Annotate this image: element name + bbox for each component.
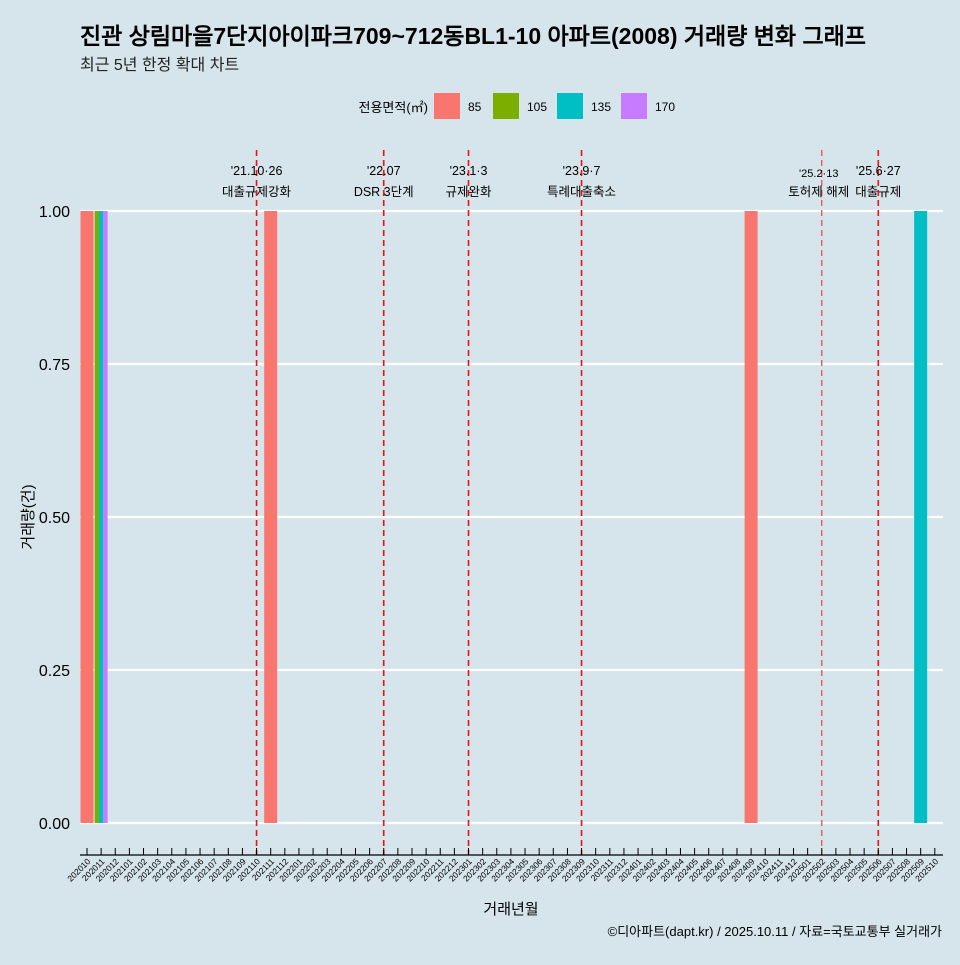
legend-swatch-105 bbox=[493, 93, 519, 119]
bar-202011-170 bbox=[103, 211, 108, 823]
y-tick-label: 0.25 bbox=[39, 663, 70, 680]
bar-202509-135 bbox=[914, 211, 928, 823]
event-label: 토허제 해제 bbox=[788, 185, 849, 199]
chart-subtitle: 최근 5년 한정 확대 차트 bbox=[80, 56, 239, 74]
legend-label-105: 105 bbox=[527, 100, 547, 114]
legend-label-85: 85 bbox=[468, 100, 482, 114]
bar-202111-85 bbox=[264, 211, 278, 823]
bar-202011-135 bbox=[98, 211, 104, 823]
x-axis: 2020102020112020122021012021022021032021… bbox=[65, 848, 943, 883]
legend-swatch-85 bbox=[434, 93, 460, 119]
event-lines: '21.10·26 대출규제강화 '22.07 DSR 3단계 '23.1·3 규제완화 '… bbox=[222, 150, 901, 855]
event-label: DSR 3단계 bbox=[354, 185, 414, 199]
legend-label-170: 170 bbox=[655, 100, 675, 114]
event-date: '25.6·27 bbox=[856, 164, 901, 178]
legend-label-135: 135 bbox=[591, 100, 611, 114]
bar-202010-85 bbox=[80, 211, 94, 823]
legend-title: 전용면적(㎡) bbox=[359, 100, 429, 115]
chart-title: 진관 상림마을7단지아이파크709~712동BL1-10 아파트(2008) 거… bbox=[80, 23, 866, 49]
caption: ©디아파트(dapt.kr) / 2025.10.11 / 자료=국토교통부 실… bbox=[608, 924, 942, 939]
bar-202011-105 bbox=[94, 211, 99, 823]
event-label: 특례대출축소 bbox=[547, 185, 616, 199]
legend-swatch-135 bbox=[557, 93, 583, 119]
y-axis-label: 거래량(건) bbox=[20, 484, 37, 549]
x-axis-label: 거래년월 bbox=[483, 901, 538, 918]
event-date: '21.10·26 bbox=[231, 164, 283, 178]
event-date: '22.07 bbox=[367, 164, 401, 178]
y-tick-label: 0.50 bbox=[39, 510, 70, 527]
grid bbox=[80, 209, 943, 825]
y-axis: 0.00 0.25 0.50 0.75 1.00 bbox=[39, 204, 70, 833]
bar-202409-85 bbox=[744, 211, 758, 823]
y-tick-label: 0.00 bbox=[39, 816, 70, 833]
y-tick-label: 0.75 bbox=[39, 357, 70, 374]
event-date: '23.1·3 bbox=[450, 164, 488, 178]
event-label: 대출규제 bbox=[855, 185, 901, 199]
bars bbox=[80, 211, 928, 823]
y-tick-label: 1.00 bbox=[39, 204, 70, 221]
event-label: 규제완화 bbox=[446, 185, 493, 199]
event-date: '23.9·7 bbox=[563, 164, 601, 178]
legend: 전용면적(㎡) 85 105 135 170 bbox=[359, 93, 675, 119]
event-label: 대출규제강화 bbox=[222, 185, 292, 199]
event-date: '25.2·13 bbox=[799, 168, 838, 180]
legend-swatch-170 bbox=[621, 93, 647, 119]
